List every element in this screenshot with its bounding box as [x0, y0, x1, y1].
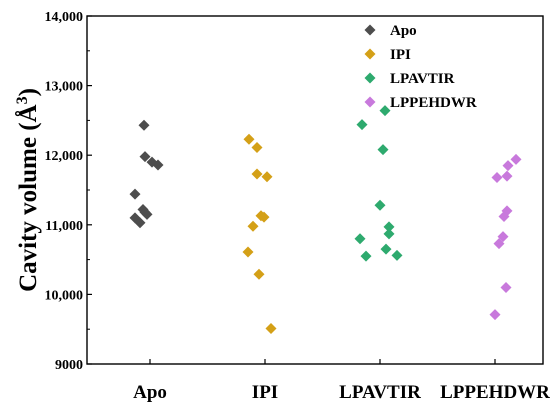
data-point — [392, 250, 403, 261]
data-point — [511, 154, 522, 165]
data-point — [502, 171, 513, 182]
data-point — [355, 233, 366, 244]
data-point — [492, 172, 503, 183]
data-point — [357, 119, 368, 130]
y-tick-label: 11,000 — [45, 219, 83, 234]
series-ipi — [243, 134, 277, 334]
series-lpavtir — [355, 105, 403, 261]
y-axis-title-main: Cavity volume (Å — [14, 104, 42, 291]
legend-marker — [365, 49, 376, 60]
data-point — [375, 200, 386, 211]
data-points — [130, 105, 522, 334]
data-point — [381, 244, 392, 255]
series-apo — [130, 120, 164, 228]
y-axis-title-close: ) — [15, 88, 42, 96]
legend-marker — [365, 73, 376, 84]
data-point — [361, 251, 372, 262]
legend-marker — [365, 25, 376, 36]
legend-marker — [365, 97, 376, 108]
data-point — [243, 246, 254, 257]
legend-label: IPI — [390, 47, 411, 63]
data-point — [380, 105, 391, 116]
x-tick-label: LPAVTIR — [339, 382, 421, 403]
data-point — [501, 282, 512, 293]
y-tick-label: 10,000 — [45, 288, 84, 303]
legend-label: LPPEHDWR — [390, 95, 477, 111]
x-tick-label: LPPEHDWR — [440, 382, 550, 403]
plot-frame — [87, 16, 543, 364]
legend: Apo IPI LPAVTIR LPPEHDWR — [365, 23, 477, 111]
data-point — [378, 144, 389, 155]
data-point — [490, 309, 501, 320]
legend-label: Apo — [390, 23, 417, 39]
data-point — [248, 221, 259, 232]
legend-label: LPAVTIR — [390, 71, 455, 87]
y-tick-label: 9000 — [55, 358, 83, 373]
x-tick-label: IPI — [252, 382, 278, 403]
y-tick-label: 14,000 — [45, 10, 84, 25]
ticks: 9000 10,000 11,000 12,000 13,000 14,000 Apo IPI… — [45, 10, 550, 403]
data-point — [254, 269, 265, 280]
axes — [87, 16, 543, 364]
data-point — [252, 168, 263, 179]
data-point — [139, 120, 150, 131]
data-point — [262, 171, 273, 182]
data-point — [252, 142, 263, 153]
data-point — [503, 160, 514, 171]
series-lppehdwr — [490, 154, 522, 320]
x-tick-label: Apo — [133, 382, 167, 403]
y-tick-label: 12,000 — [45, 149, 84, 164]
y-axis-title: Cavity volume (Å3) — [14, 88, 42, 292]
data-point — [244, 134, 255, 145]
data-point — [266, 323, 277, 334]
data-point — [384, 228, 395, 239]
data-point — [130, 189, 141, 200]
y-tick-label: 13,000 — [45, 80, 84, 95]
y-axis-title-superscript: 3 — [14, 96, 31, 104]
